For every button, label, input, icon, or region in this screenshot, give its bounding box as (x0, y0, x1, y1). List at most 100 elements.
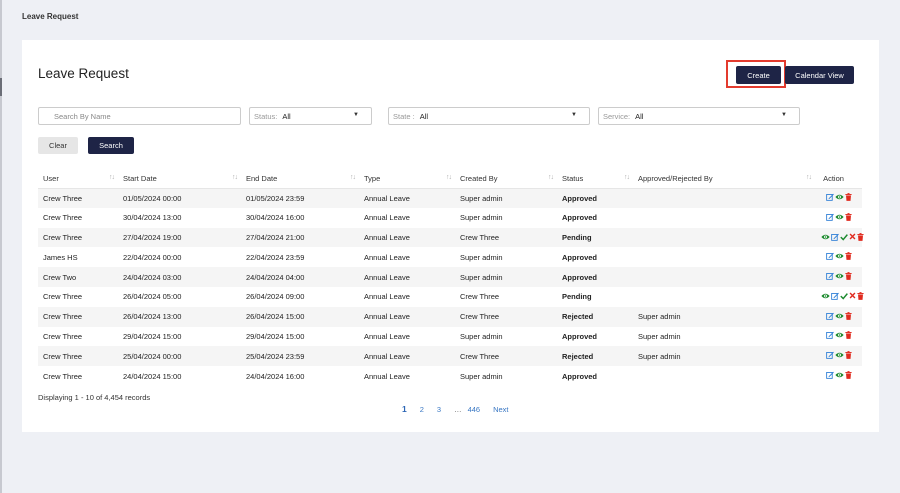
cell-actions (815, 366, 862, 386)
table-row: Crew Three 25/04/2024 00:00 25/04/2024 23:… (38, 346, 862, 367)
cell-start-date: 30/04/2024 13:00 (123, 213, 182, 223)
check-icon[interactable] (840, 233, 848, 243)
trash-icon[interactable] (845, 311, 852, 322)
edit-icon[interactable] (831, 292, 839, 302)
table-row: Crew Three 29/04/2024 15:00 29/04/2024 15:… (38, 327, 862, 347)
cell-actions (815, 287, 864, 307)
close-icon[interactable] (849, 292, 856, 301)
edit-icon[interactable] (826, 312, 834, 322)
trash-icon[interactable] (857, 232, 864, 243)
status-select-label: Status: (254, 111, 278, 121)
trash-icon[interactable] (845, 252, 852, 262)
cell-end-date: 26/04/2024 09:00 (246, 292, 305, 302)
table-row: Crew Three 30/04/2024 13:00 30/04/2024 16:… (38, 208, 862, 228)
page-link-3[interactable]: 3 (436, 404, 442, 414)
edit-icon[interactable] (826, 371, 834, 381)
state-select[interactable]: State : All ▼ (388, 107, 590, 125)
chevron-down-icon: ▼ (353, 112, 359, 118)
eye-icon[interactable] (835, 371, 844, 381)
service-select[interactable]: Service: All ▼ (598, 107, 800, 125)
sort-icon[interactable]: ↑↓ (446, 174, 452, 181)
cell-user: James HS (43, 252, 78, 262)
cell-end-date: 22/04/2024 23:59 (246, 252, 305, 262)
status-select[interactable]: Status: All ▼ (249, 107, 372, 125)
trash-icon[interactable] (845, 193, 852, 203)
cell-end-date: 27/04/2024 21:00 (241, 227, 359, 248)
edit-icon[interactable] (826, 193, 834, 203)
column-header-approved-by[interactable]: Approved/Rejected By ↑↓ (633, 170, 815, 189)
eye-icon[interactable] (835, 272, 844, 282)
eye-icon[interactable] (835, 331, 844, 341)
column-header-status[interactable]: Status ↑↓ (557, 170, 633, 189)
page-link-2[interactable]: 2 (419, 404, 424, 414)
eye-icon[interactable] (835, 252, 844, 262)
sort-icon[interactable]: ↑↓ (232, 174, 238, 181)
search-input[interactable] (38, 107, 241, 125)
edit-icon[interactable] (831, 233, 839, 243)
column-header-created-by[interactable]: Created By ↑↓ (455, 170, 557, 189)
trash-icon[interactable] (845, 212, 852, 223)
edit-icon[interactable] (826, 272, 834, 282)
calendar-view-button[interactable]: Calendar View (785, 66, 854, 84)
check-icon[interactable] (840, 292, 848, 302)
edit-icon[interactable] (826, 331, 834, 341)
service-select-label: Service: (603, 111, 631, 121)
next-page-link[interactable]: Next (493, 404, 509, 414)
page-title: Leave Request (38, 66, 129, 81)
status-select-value: All (282, 111, 291, 121)
create-button[interactable]: Create (736, 66, 781, 84)
eye-icon[interactable] (835, 312, 844, 322)
cell-approved-by (633, 188, 815, 208)
sort-icon[interactable]: ↑↓ (350, 174, 356, 181)
cell-actions (815, 327, 862, 347)
cell-type: Annual Leave (364, 213, 410, 223)
table-row: Crew Three 24/04/2024 15:00 24/04/2024 16:… (38, 366, 862, 386)
main-card: Leave Request Create Calendar View Statu… (22, 40, 879, 432)
close-icon[interactable] (849, 233, 856, 242)
trash-icon[interactable] (857, 292, 864, 302)
cell-user: Crew Three (38, 227, 118, 248)
search-button[interactable]: Search (88, 137, 134, 154)
cell-actions (815, 306, 862, 327)
trash-icon[interactable] (845, 272, 852, 282)
column-header-label: User (43, 174, 59, 184)
table-row: Crew Three 26/04/2024 13:00 26/04/2024 15:… (38, 306, 862, 327)
leave-request-table: User ↑↓ Start Date ↑↓ End Date ↑↓ Type ↑↓ Cr… (38, 170, 864, 386)
sort-icon[interactable]: ↑↓ (806, 174, 812, 181)
column-header-user[interactable]: User ↑↓ (38, 170, 118, 189)
eye-icon[interactable] (835, 193, 844, 203)
page-link-last[interactable]: 446 (467, 404, 481, 414)
cell-type: Annual Leave (364, 292, 410, 302)
cell-actions (815, 227, 864, 248)
cell-type: Annual Leave (364, 371, 410, 381)
cell-created-by: Crew Three (455, 227, 557, 248)
cell-approved-by (633, 247, 815, 267)
table-row: Crew Two 24/04/2024 03:00 24/04/2024 04:00… (38, 267, 862, 287)
edit-icon[interactable] (826, 252, 834, 262)
column-header-end-date[interactable]: End Date ↑↓ (241, 170, 359, 189)
trash-icon[interactable] (845, 371, 852, 381)
trash-icon[interactable] (845, 331, 852, 341)
cell-user: Crew Three (43, 213, 83, 223)
page-link-1[interactable]: 1 (402, 404, 407, 414)
eye-icon[interactable] (835, 351, 844, 361)
eye-icon[interactable] (821, 233, 830, 243)
edit-icon[interactable] (826, 213, 834, 223)
column-header-type[interactable]: Type ↑↓ (359, 170, 455, 189)
sort-icon[interactable]: ↑↓ (548, 174, 554, 181)
sort-icon[interactable]: ↑↓ (109, 174, 115, 181)
sort-icon[interactable]: ↑↓ (624, 174, 630, 181)
cell-end-date: 29/04/2024 15:00 (246, 331, 305, 341)
cell-status: Pending (557, 227, 633, 248)
cell-type: Annual Leave (359, 346, 455, 367)
column-header-start-date[interactable]: Start Date ↑↓ (118, 170, 241, 189)
trash-icon[interactable] (845, 351, 852, 361)
cell-start-date: 01/05/2024 00:00 (118, 188, 241, 208)
eye-icon[interactable] (821, 292, 830, 302)
cell-approved-by: Super admin (633, 306, 815, 327)
clear-button[interactable]: Clear (38, 137, 78, 154)
eye-icon[interactable] (835, 213, 844, 223)
cell-approved-by: Super admin (633, 346, 815, 367)
edit-icon[interactable] (826, 351, 834, 361)
cell-created-by: Crew Three (455, 346, 557, 367)
